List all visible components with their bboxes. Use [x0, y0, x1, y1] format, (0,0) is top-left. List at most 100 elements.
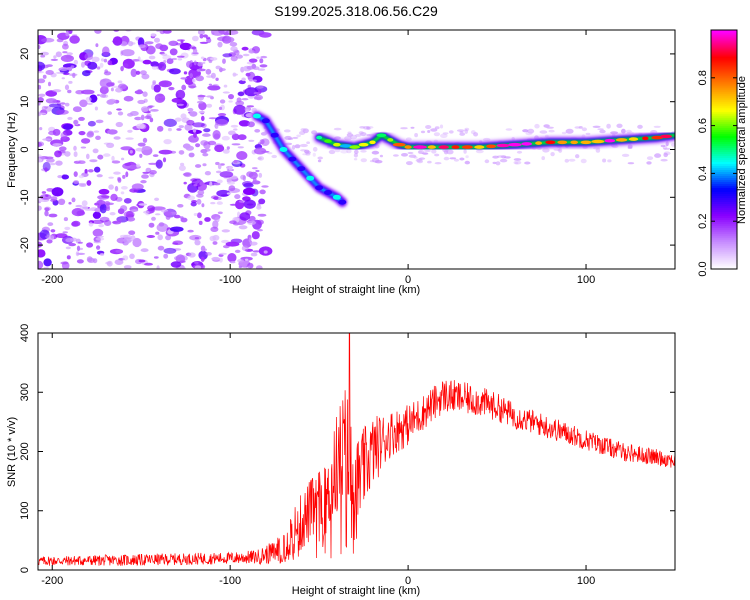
noise-speckle [223, 32, 230, 36]
colorbar-gradient [711, 30, 737, 270]
noise-speckle [237, 146, 244, 149]
noise-speckle [453, 158, 460, 162]
noise-speckle [55, 160, 63, 166]
noise-speckle [245, 72, 251, 77]
noise-speckle [252, 250, 261, 253]
noise-speckle [232, 72, 237, 77]
noise-speckle [66, 255, 71, 260]
noise-speckle [114, 185, 119, 192]
noise-speckle [142, 137, 148, 143]
colorbar-strip [711, 207, 737, 210]
colorbar-strip [711, 61, 737, 65]
colorbar-strip [711, 63, 737, 67]
noise-speckle [44, 210, 49, 217]
noise-speckle [175, 42, 183, 46]
noise-speckle [158, 61, 167, 71]
noise-speckle [215, 118, 229, 127]
noise-speckle [148, 55, 156, 60]
noise-speckle [163, 253, 169, 259]
noise-speckle [88, 222, 94, 227]
noise-speckle [196, 100, 204, 104]
colorbar-strip [711, 197, 737, 200]
noise-speckle [73, 171, 78, 178]
noise-speckle [94, 106, 98, 111]
colorbar-strip [711, 125, 737, 129]
noise-speckle [123, 198, 132, 204]
noise-speckle [199, 34, 204, 39]
noise-speckle [73, 145, 77, 151]
colorbar-strip [711, 265, 737, 268]
noise-speckle [44, 167, 48, 173]
noise-speckle [646, 156, 654, 161]
noise-speckle [55, 143, 62, 146]
noise-speckle [38, 71, 45, 74]
noise-speckle [261, 185, 269, 188]
noise-speckle [660, 144, 666, 148]
noise-speckle [121, 49, 135, 57]
track-core [642, 136, 649, 141]
colorbar-strip [711, 183, 737, 186]
noise-speckle [226, 146, 230, 150]
noise-speckle [192, 35, 199, 42]
noise-speckle [408, 154, 417, 158]
noise-speckle [121, 157, 125, 161]
noise-speckle [581, 127, 588, 132]
noise-speckle [142, 146, 151, 150]
noise-speckle [132, 59, 140, 62]
noise-speckle [194, 265, 202, 269]
noise-speckle [360, 132, 367, 137]
noise-speckle [111, 160, 121, 164]
noise-speckle [260, 55, 268, 59]
track-core [591, 139, 605, 144]
noise-speckle [141, 174, 149, 179]
noise-speckle [122, 63, 129, 68]
noise-speckle [492, 155, 499, 159]
colorbar-strip [711, 251, 737, 254]
noise-speckle [401, 153, 408, 157]
noise-speckle [200, 56, 205, 60]
noise-speckle [76, 245, 81, 252]
noise-speckle [258, 172, 263, 178]
noise-speckle [44, 207, 50, 212]
noise-speckle [312, 146, 318, 152]
noise-speckle [212, 234, 220, 241]
noise-speckle [147, 205, 156, 212]
noise-speckle [646, 161, 652, 165]
noise-speckle [75, 251, 80, 257]
noise-speckle [192, 128, 197, 133]
noise-speckle [202, 133, 211, 137]
noise-speckle [149, 170, 157, 175]
noise-speckle [524, 161, 531, 165]
noise-speckle [130, 235, 136, 242]
noise-speckle [81, 61, 85, 68]
noise-speckle [55, 51, 62, 58]
colorbar-strip [711, 211, 737, 214]
track-core [404, 145, 412, 149]
noise-speckle [153, 84, 161, 93]
noise-speckle [151, 84, 155, 90]
colorbar-strip [711, 93, 737, 97]
noise-speckle [95, 43, 99, 48]
colorbar-strip [711, 241, 737, 244]
noise-speckle [143, 210, 150, 214]
noise-speckle [43, 266, 49, 269]
noise-speckle [180, 216, 184, 220]
noise-speckle [38, 158, 43, 163]
noise-speckle [186, 60, 193, 68]
track-core [604, 138, 616, 143]
noise-speckle [202, 248, 207, 251]
noise-speckle [251, 79, 257, 82]
noise-speckle [158, 222, 165, 227]
colorbar-strip [711, 65, 737, 69]
colorbar-strip [711, 43, 737, 47]
noise-speckle [492, 161, 497, 165]
noise-speckle [228, 94, 234, 100]
noise-speckle [174, 256, 181, 261]
noise-speckle [263, 250, 268, 254]
noise-speckle [153, 256, 159, 259]
noise-speckle [299, 131, 306, 135]
noise-speckle [142, 91, 148, 97]
noise-speckle [163, 118, 177, 127]
noise-speckle [414, 133, 418, 138]
noise-speckle [180, 113, 187, 119]
